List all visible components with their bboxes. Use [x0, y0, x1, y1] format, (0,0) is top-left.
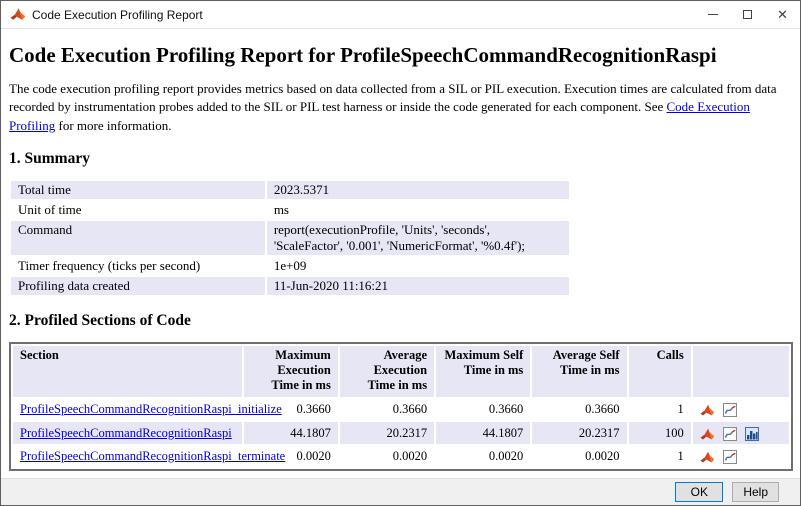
- plot-icon[interactable]: [722, 449, 737, 464]
- maximize-icon: [743, 10, 752, 19]
- close-button[interactable]: ✕: [765, 1, 800, 28]
- table-row: Unit of time ms: [11, 201, 569, 220]
- summary-table: Total time 2023.5371 Unit of time ms Com…: [9, 179, 571, 297]
- table-row: ProfileSpeechCommandRecognitionRaspi 44.…: [13, 422, 789, 444]
- summary-value: 1e+09: [266, 257, 569, 276]
- max-exec-cell: 0.3660: [243, 399, 338, 421]
- calls-cell: 100: [628, 422, 691, 444]
- matlab-logo-icon[interactable]: [700, 427, 715, 441]
- avg-exec-cell: 20.2317: [339, 422, 435, 444]
- avg-self-cell: 20.2317: [532, 422, 627, 444]
- max-exec-cell: 44.1807: [243, 422, 338, 444]
- avg-self-cell: 0.0020: [532, 445, 627, 467]
- calls-cell: 1: [628, 445, 691, 467]
- actions-cell: [692, 445, 789, 467]
- intro-text-before: The code execution profiling report prov…: [9, 81, 777, 115]
- intro-text-after: for more information.: [55, 117, 172, 133]
- summary-value: ms: [266, 201, 569, 220]
- table-row: Profiling data created 11-Jun-2020 11:16…: [11, 277, 569, 296]
- plot-icon[interactable]: [722, 403, 737, 418]
- column-header-section: Section: [13, 346, 242, 398]
- section-link-main[interactable]: ProfileSpeechCommandRecognitionRaspi: [20, 425, 232, 440]
- section-link-terminate[interactable]: ProfileSpeechCommandRecognitionRaspi_ter…: [20, 448, 286, 463]
- column-header-max-exec: Maximum Execution Time in ms: [243, 346, 338, 398]
- summary-value: 11-Jun-2020 11:16:21: [266, 277, 569, 296]
- summary-value: 2023.5371: [266, 181, 569, 200]
- code-execution-profiling-link[interactable]: Code Execution Profiling: [9, 99, 750, 133]
- intro-paragraph: The code execution profiling report prov…: [9, 80, 792, 135]
- titlebar: Code Execution Profiling Report ✕: [1, 1, 800, 29]
- plot-icon[interactable]: [722, 426, 737, 441]
- matlab-logo-icon[interactable]: [700, 450, 715, 464]
- summary-label: Profiling data created: [11, 277, 265, 296]
- column-header-calls: Calls: [628, 346, 691, 398]
- help-button[interactable]: Help: [732, 482, 779, 502]
- column-header-actions: [692, 346, 789, 398]
- matlab-logo-icon: [10, 7, 26, 20]
- max-exec-cell: 0.0020: [243, 445, 338, 467]
- calls-cell: 1: [628, 399, 691, 421]
- section-cell: ProfileSpeechCommandRecognitionRaspi_ini…: [13, 399, 282, 421]
- table-row: ProfileSpeechCommandRecognitionRaspi_ter…: [13, 445, 789, 467]
- section-link-initialize[interactable]: ProfileSpeechCommandRecognitionRaspi_ini…: [20, 402, 282, 417]
- close-icon: ✕: [777, 7, 788, 22]
- minimize-button[interactable]: [695, 1, 730, 28]
- summary-label: Timer frequency (ticks per second): [11, 257, 265, 276]
- column-header-avg-exec: Average Execution Time in ms: [339, 346, 435, 398]
- actions-cell: [692, 422, 789, 444]
- profiled-sections-table: Section Maximum Execution Time in ms Ave…: [9, 342, 793, 471]
- histogram-icon[interactable]: [744, 426, 759, 441]
- section-cell: ProfileSpeechCommandRecognitionRaspi: [13, 422, 242, 444]
- report-content: Code Execution Profiling Report for Prof…: [1, 29, 800, 478]
- summary-label: Unit of time: [11, 201, 265, 220]
- table-row: Total time 2023.5371: [11, 181, 569, 200]
- table-row: ProfileSpeechCommandRecognitionRaspi_ini…: [13, 399, 789, 421]
- window-title: Code Execution Profiling Report: [32, 7, 203, 22]
- summary-heading: 1. Summary: [9, 150, 90, 168]
- max-self-cell: 0.3660: [436, 399, 531, 421]
- matlab-logo-icon[interactable]: [700, 403, 715, 417]
- column-header-max-self: Maximum Self Time in ms: [436, 346, 531, 398]
- max-self-cell: 44.1807: [436, 422, 531, 444]
- table-header-row: Section Maximum Execution Time in ms Ave…: [13, 346, 789, 398]
- page-title: Code Execution Profiling Report for Prof…: [9, 43, 717, 67]
- ok-button[interactable]: OK: [675, 482, 724, 502]
- footer-bar: OK Help: [1, 478, 800, 505]
- max-self-cell: 0.0020: [436, 445, 531, 467]
- avg-exec-cell: 0.0020: [339, 445, 435, 467]
- maximize-button[interactable]: [730, 1, 765, 28]
- avg-self-cell: 0.3660: [532, 399, 627, 421]
- table-row: Command report(executionProfile, 'Units'…: [11, 221, 569, 256]
- profiled-sections-heading: 2. Profiled Sections of Code: [9, 312, 191, 330]
- summary-label: Command: [11, 221, 265, 256]
- column-header-avg-self: Average Self Time in ms: [532, 346, 627, 398]
- summary-label: Total time: [11, 181, 265, 200]
- avg-exec-cell: 0.3660: [339, 399, 435, 421]
- section-cell: ProfileSpeechCommandRecognitionRaspi_ter…: [13, 445, 285, 467]
- actions-cell: [692, 399, 789, 421]
- summary-value: report(executionProfile, 'Units', 'secon…: [266, 221, 569, 256]
- minimize-icon: [707, 14, 718, 15]
- table-row: Timer frequency (ticks per second) 1e+09: [11, 257, 569, 276]
- window-controls: ✕: [695, 1, 800, 28]
